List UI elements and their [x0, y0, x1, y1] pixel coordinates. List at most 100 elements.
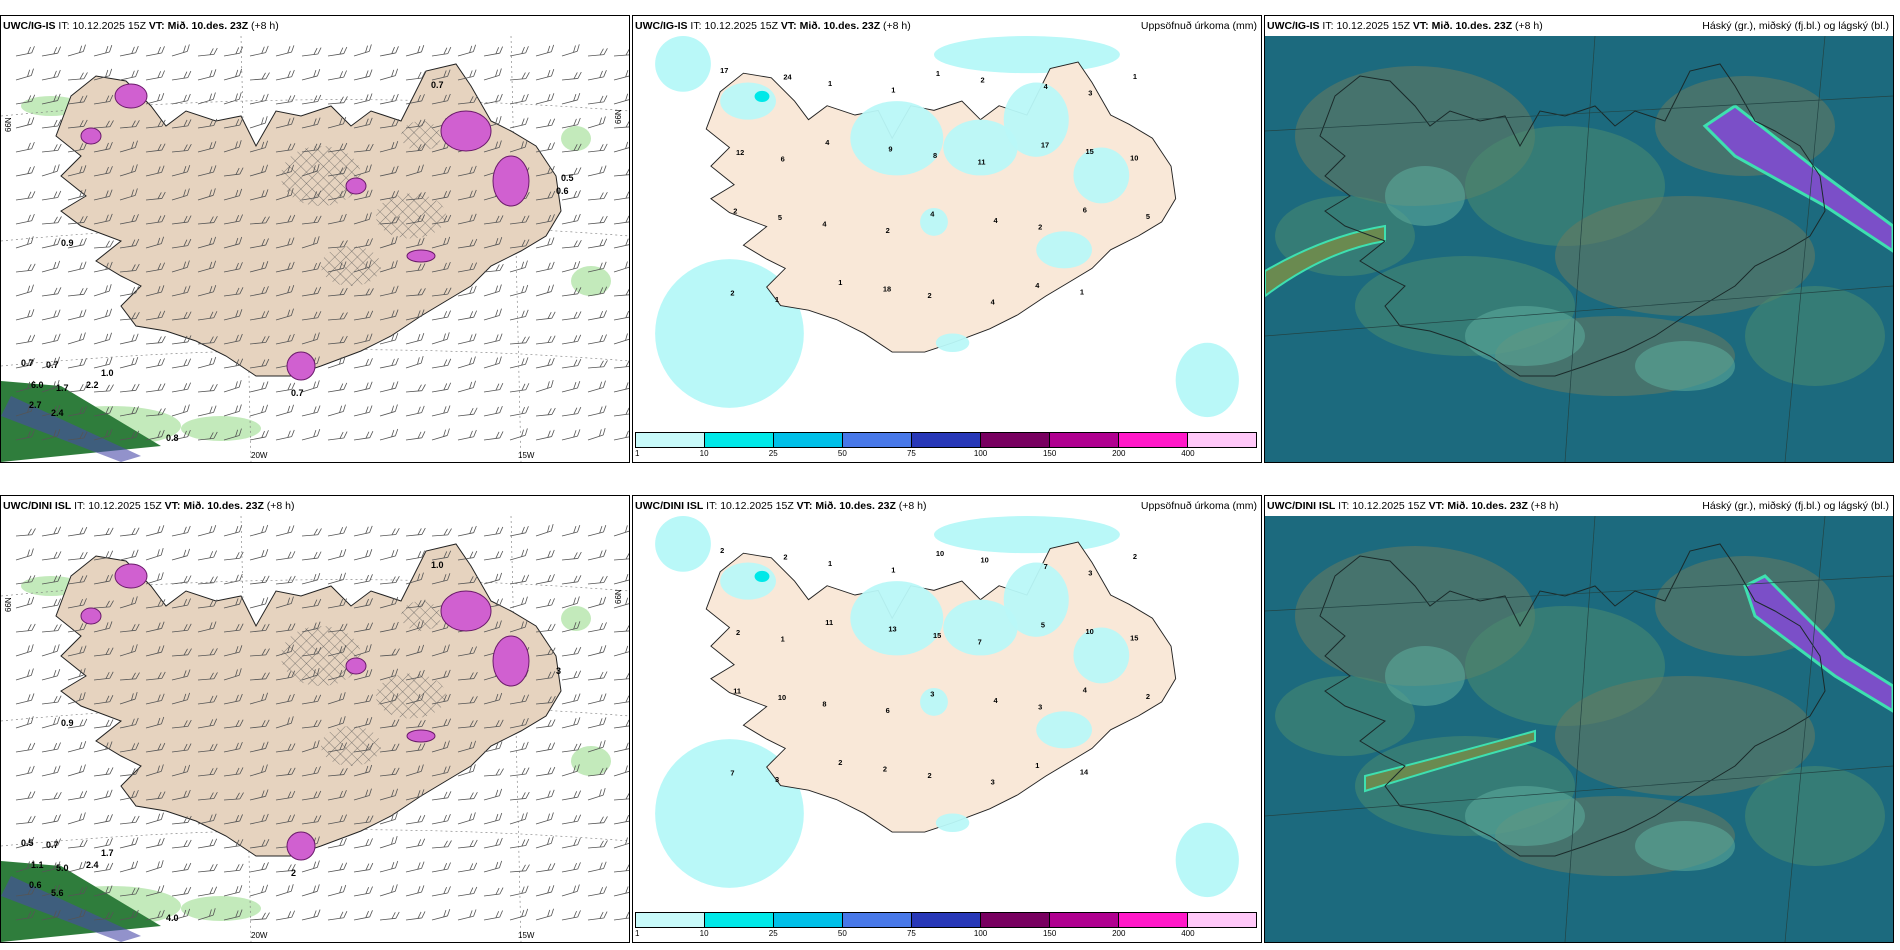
- wind-barb: [171, 429, 191, 441]
- wind-barb: [509, 357, 529, 369]
- wind-barb: [41, 69, 61, 81]
- wind-barb: [561, 910, 581, 921]
- precip-value: 4: [822, 220, 827, 229]
- precip-colorbar: 1 10 25 50 75 100 150 200 400: [633, 432, 1261, 462]
- wind-precip-value: 0.8: [166, 433, 179, 443]
- wind-barb: [197, 908, 216, 921]
- wind-barb: [353, 910, 373, 921]
- wind-barb: [509, 596, 528, 609]
- wind-barb: [509, 140, 528, 153]
- wind-barb: [457, 719, 478, 729]
- wind-barb: [405, 644, 425, 657]
- panel-title: UWC/IG-IS IT: 10.12.2025 15Z VT: Mið. 10…: [635, 20, 911, 32]
- wind-barb: [145, 383, 166, 393]
- wind-barb: [483, 263, 504, 273]
- wind-barb: [93, 600, 114, 609]
- wind-barb: [67, 526, 88, 537]
- wind-barb: [327, 862, 348, 873]
- wind-barb: [327, 240, 348, 249]
- wind-barb: [561, 143, 582, 153]
- wind-barb: [561, 406, 582, 417]
- wind-barb: [483, 572, 503, 585]
- wind-barb: [67, 645, 87, 657]
- wind-barb: [405, 861, 425, 873]
- wind-barb: [509, 717, 529, 729]
- wind-barb: [249, 189, 269, 201]
- wind-barb: [171, 764, 191, 777]
- wind-barb: [561, 670, 582, 681]
- colorbar-tick: 400: [1181, 929, 1195, 938]
- wind-barb: [457, 575, 478, 585]
- wind-barb: [119, 815, 140, 825]
- cloud-header: Háský (gr.), miðský (fj.bl.) og lágský (…: [1702, 20, 1889, 32]
- wind-barb: [171, 719, 192, 729]
- wind-barb: [249, 549, 269, 561]
- wind-barb: [119, 623, 140, 633]
- precip-value: 2: [1038, 222, 1042, 231]
- precip-value: 8: [933, 151, 937, 160]
- wind-barb: [431, 765, 451, 777]
- colorbar-tick: 1: [635, 929, 640, 938]
- wind-barb: [457, 764, 476, 777]
- wind-barb: [223, 333, 243, 345]
- wind-barb: [613, 574, 629, 585]
- wind-barb: [223, 792, 244, 801]
- precip-value: 4: [991, 298, 996, 307]
- wind-barb: [431, 740, 450, 753]
- wind-barb: [67, 886, 88, 897]
- convective-cell: [286, 351, 316, 381]
- colorbar-tick: 10: [699, 449, 709, 458]
- colorbar-tick: 100: [973, 449, 988, 458]
- wind-barb: [561, 790, 582, 801]
- wind-barb: [223, 767, 244, 777]
- wind-barb: [93, 814, 113, 825]
- wind-barb: [197, 695, 218, 705]
- wind-barb: [197, 311, 218, 321]
- wind-barb: [67, 119, 88, 129]
- wind-barb: [171, 188, 190, 201]
- wind-barb: [67, 261, 87, 273]
- wind-barb: [509, 574, 530, 585]
- wind-barb: [509, 694, 530, 705]
- wind-precip-value: 1.0: [101, 368, 114, 378]
- wind-barb: [353, 886, 373, 897]
- hatch-area: [321, 246, 381, 286]
- wind-barb: [327, 598, 347, 609]
- wind-barb: [41, 260, 61, 273]
- wind-barb: [613, 596, 629, 609]
- wind-barb: [431, 236, 451, 249]
- wind-barb: [119, 767, 140, 777]
- wind-barb: [197, 260, 217, 273]
- wind-barb: [535, 44, 555, 57]
- precip-value: 4: [1083, 686, 1088, 695]
- wind-barb: [483, 284, 502, 297]
- wind-barb: [535, 836, 554, 849]
- wind-barb: [431, 528, 452, 537]
- wind-precip-value: 1.7: [56, 383, 69, 393]
- wind-barb: [587, 886, 607, 897]
- wind-barb: [535, 623, 556, 633]
- wind-barb: [405, 789, 425, 801]
- wind-barb: [431, 908, 451, 921]
- wind-barb: [171, 119, 192, 129]
- wind-barb: [353, 310, 374, 321]
- wind-barb: [275, 429, 295, 441]
- wind-barb: [613, 624, 629, 633]
- wind-barb: [249, 813, 269, 825]
- wind-barb: [275, 45, 295, 57]
- lat-label: 66N: [614, 109, 623, 124]
- high-cloud-band: [1702, 104, 1893, 253]
- wind-barb: [483, 692, 503, 705]
- wind-barb: [171, 358, 192, 369]
- wind-barb: [41, 429, 61, 441]
- colorbar-swatch: [1050, 913, 1119, 927]
- wind-barb: [613, 141, 629, 153]
- wind-barb: [223, 741, 243, 753]
- wind-barb: [67, 764, 86, 777]
- wind-barb: [457, 262, 477, 273]
- wind-barb: [119, 45, 139, 57]
- wind-barb: [327, 814, 347, 825]
- wind-barb: [327, 911, 348, 921]
- precip-value: 3: [1038, 702, 1042, 711]
- precip-value: 2: [720, 546, 724, 555]
